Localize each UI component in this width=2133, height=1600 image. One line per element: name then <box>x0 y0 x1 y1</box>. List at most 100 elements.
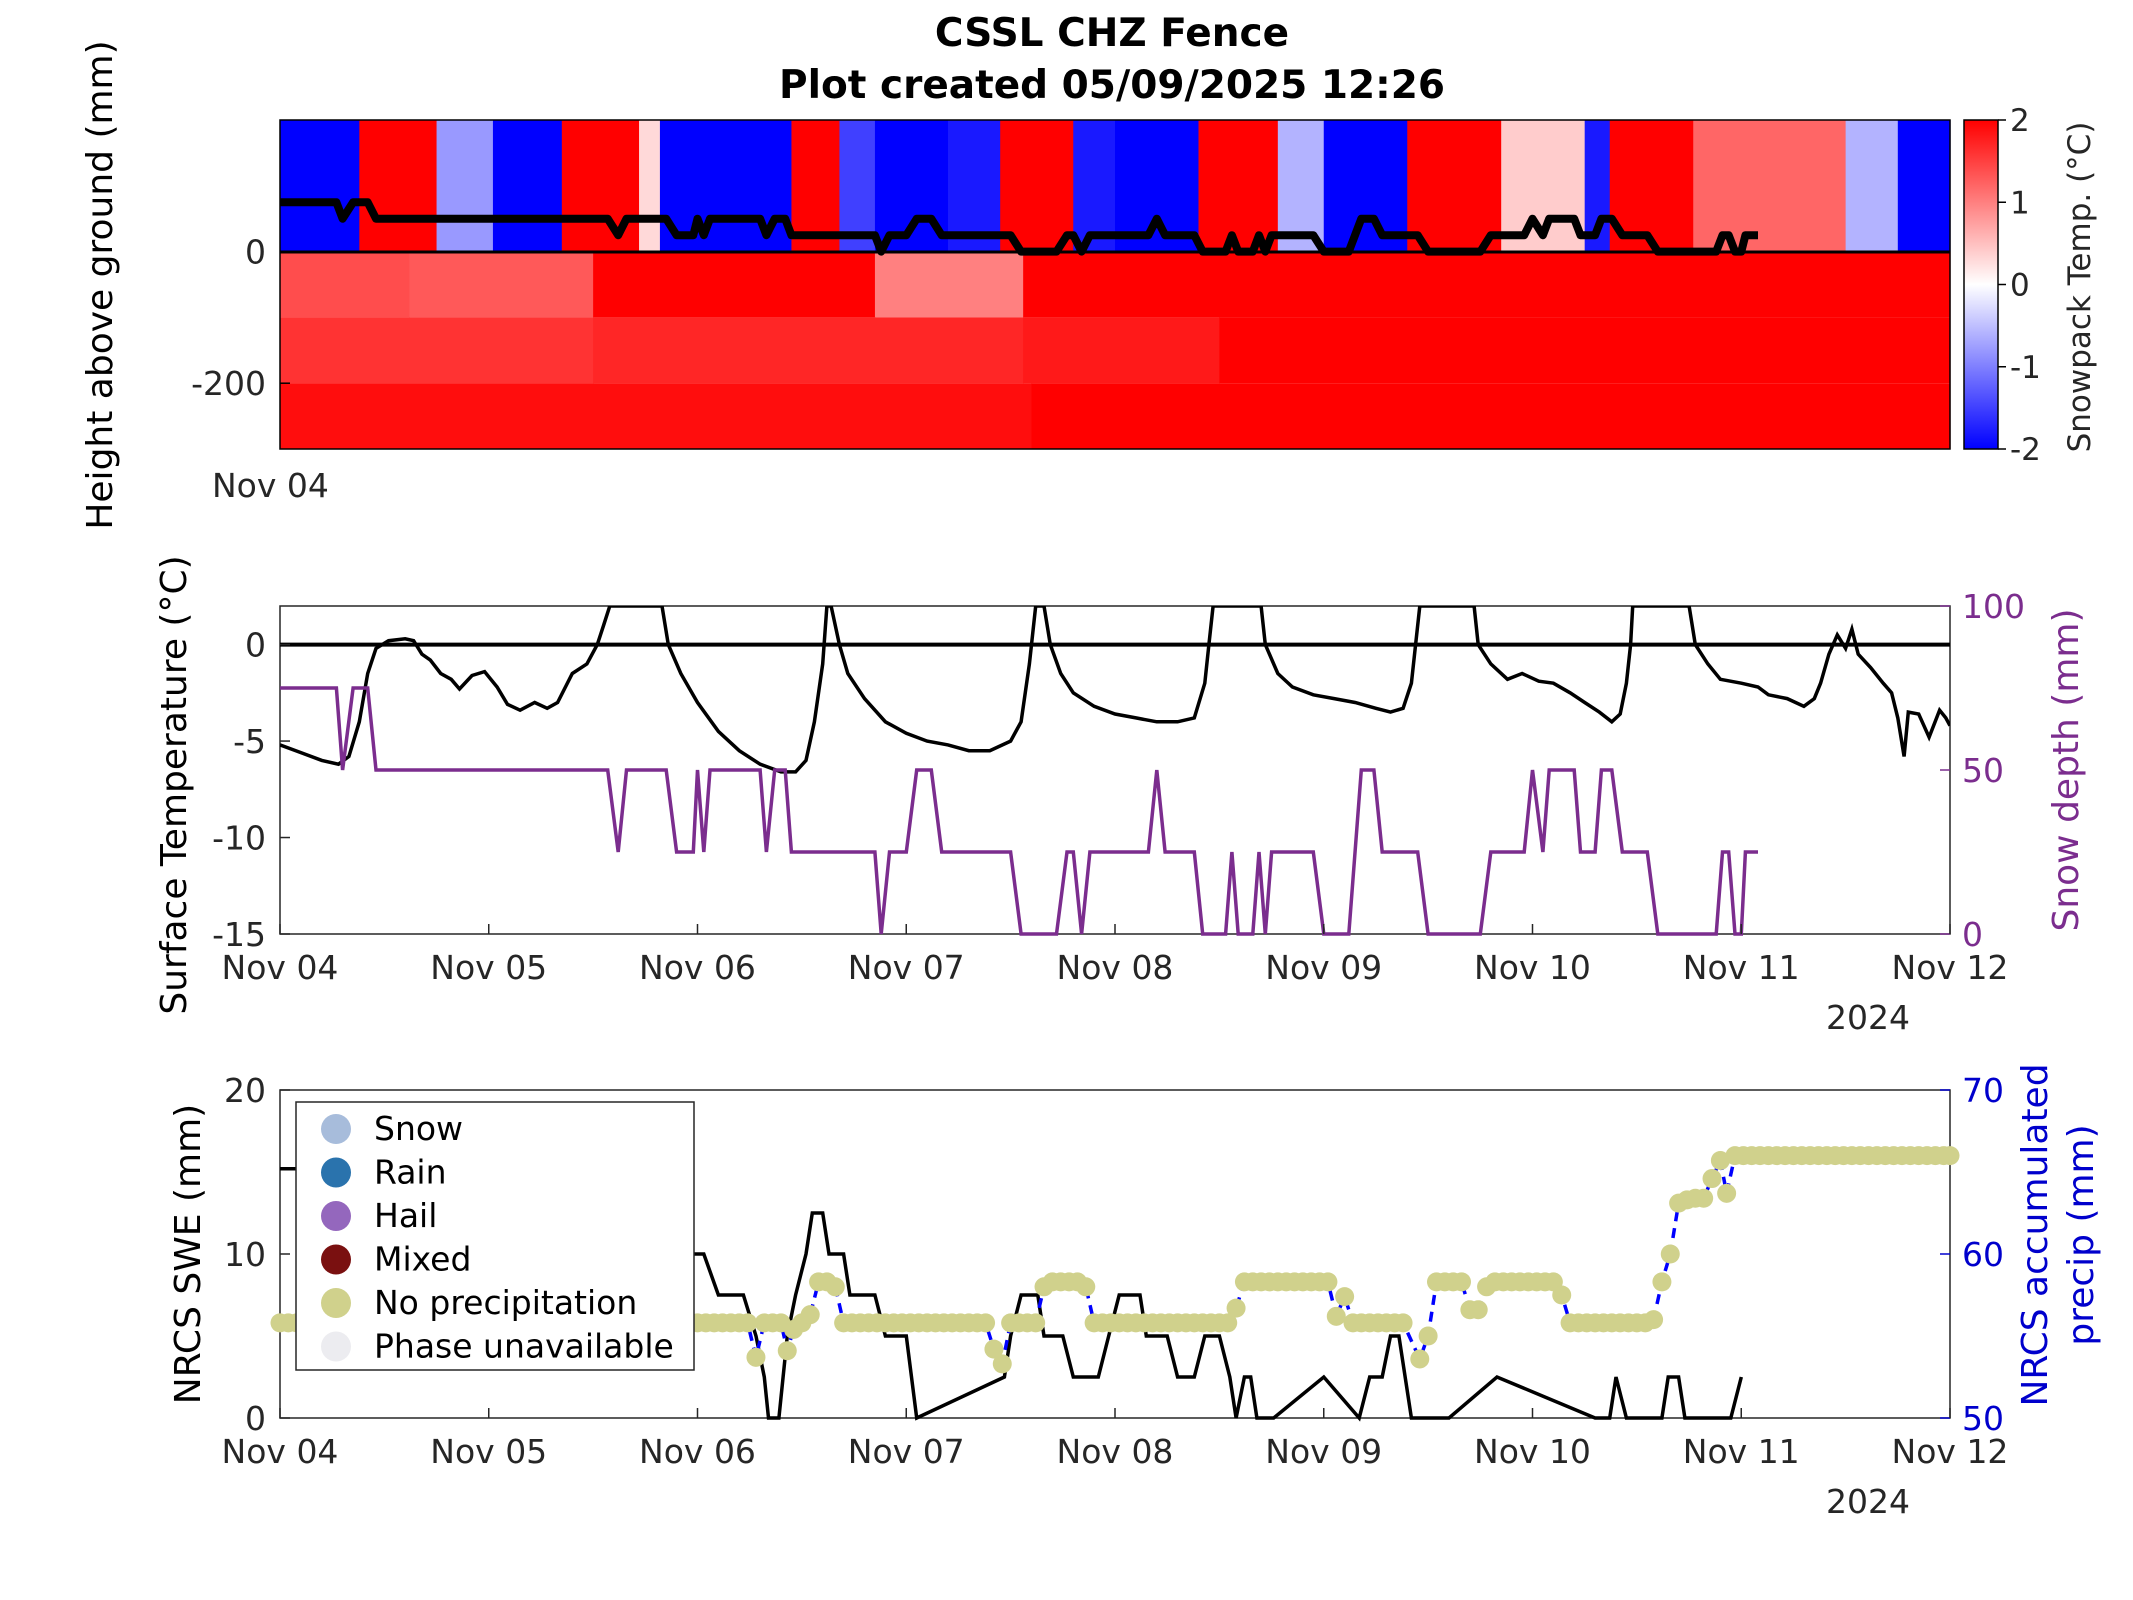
heatmap-cell-air-4 <box>561 120 640 252</box>
colorbar-tick-label: 0 <box>2010 268 2030 304</box>
precip-dot-no-precipitation <box>1410 1349 1430 1369</box>
heatmap-cell-soil-0-4 <box>1023 251 1220 318</box>
surface-xtick-label: Nov 06 <box>639 948 756 987</box>
legend-label-mixed: Mixed <box>374 1240 471 1279</box>
swe-ylabel: NRCS SWE (mm) <box>168 1104 209 1404</box>
heatmap-cell-soil-0-1 <box>409 251 594 318</box>
snow-depth-ytick-label: 50 <box>1962 751 2004 790</box>
legend-marker-no_precip <box>321 1288 351 1318</box>
precip-dot-no-precipitation <box>738 1313 758 1333</box>
heatmap-cell-soil-1-2 <box>1023 317 1220 384</box>
precip-dot-no-precipitation <box>1026 1313 1046 1333</box>
precip-dot-no-precipitation <box>825 1277 845 1297</box>
surface-xtick-label: Nov 12 <box>1892 948 2009 987</box>
heatmap-cell-air-5 <box>639 120 661 252</box>
heatmap-cell-air-15 <box>1277 120 1325 252</box>
heatmap-snow-depth-line <box>280 198 1758 256</box>
legend-marker-hail <box>321 1201 351 1231</box>
surface-x-ticks: Nov 04 Nov 05 Nov 06 Nov 07 Nov 08 Nov 09 Nov … <box>222 924 2009 987</box>
chart-title-line2: Plot created 05/09/2025 12:26 <box>779 63 1445 108</box>
colorbar-label: Snowpack Temp. (°C) <box>2062 122 2098 453</box>
legend-marker-snow <box>321 1114 351 1144</box>
precip-dot-no-precipitation <box>1710 1151 1730 1171</box>
heatmap-cell-air-20 <box>1609 120 1694 252</box>
surface-xtick-label: Nov 10 <box>1474 948 1591 987</box>
swe-ytick-label: 0 <box>245 1399 266 1438</box>
precip-dot-no-precipitation <box>746 1347 766 1367</box>
nrcs-xtick-label: Nov 12 <box>1892 1432 2009 1471</box>
heatmap-cell-air-0 <box>280 120 360 252</box>
chart-title-line1: CSSL CHZ Fence <box>935 11 1289 56</box>
precip-dot-no-precipitation <box>1694 1188 1714 1208</box>
legend-label-no_precip: No precipitation <box>374 1283 637 1322</box>
precip-dot-no-precipitation <box>1717 1183 1737 1203</box>
heatmap-cell-soil-0-5 <box>1219 251 1951 318</box>
surface-xtick-label: Nov 11 <box>1683 948 1800 987</box>
heatmap-cell-air-2 <box>436 120 494 252</box>
nrcs-xtick-label: Nov 05 <box>430 1432 547 1471</box>
precip-ytick-label: 70 <box>1962 1071 2004 1110</box>
surface-xtick-label: Nov 04 <box>222 948 339 987</box>
precip-dot-no-precipitation <box>777 1341 797 1361</box>
snow-depth-y-ticks: 100 50 0 <box>1940 587 2025 954</box>
heatmap-cell-soil-2-0 <box>280 383 1033 449</box>
heatmap-cell-air-22 <box>1845 120 1899 252</box>
heatmap-cell-air-23 <box>1897 120 1951 252</box>
precip-dot-no-precipitation <box>800 1305 820 1325</box>
heatmap-cell-air-7 <box>791 120 841 252</box>
swe-y-ticks: 20 10 0 <box>224 1071 290 1438</box>
surface-ylabel: Surface Temperature (°C) <box>154 555 195 1014</box>
precip-dot-no-precipitation <box>1644 1310 1664 1330</box>
surface-y-ticks: 0 -5 -10 -15 <box>212 626 290 954</box>
swe-line <box>280 1166 1743 1422</box>
legend-label-phase_unavailable: Phase unavailable <box>374 1327 674 1366</box>
colorbar-tick-label: -2 <box>2010 432 2041 468</box>
surface-xtick-label: Nov 09 <box>1265 948 1382 987</box>
precip-y-ticks: 70 60 50 <box>1940 1071 2004 1438</box>
legend-marker-rain <box>321 1157 351 1188</box>
precip-dot-no-precipitation <box>1326 1306 1346 1326</box>
legend-label-snow: Snow <box>374 1109 463 1148</box>
heatmap-cell-air-21 <box>1693 120 1847 252</box>
nrcs-year-label: 2024 <box>1826 1482 1910 1521</box>
legend-marker-mixed <box>321 1244 351 1275</box>
heatmap-cell-soil-0-0 <box>280 251 411 318</box>
precip-ytick-label: 60 <box>1962 1235 2004 1274</box>
legend-marker-phase_unavailable <box>321 1331 351 1362</box>
surface-ytick-label: -10 <box>212 819 266 858</box>
colorbar <box>1963 119 1999 450</box>
nrcs-xtick-label: Nov 11 <box>1683 1432 1800 1471</box>
legend-box <box>295 1101 695 1371</box>
heatmap-cell-soil-0-3 <box>874 251 1024 318</box>
colorbar-tick-label: 1 <box>2010 185 2030 221</box>
heatmap-cell-soil-1-0 <box>280 317 594 384</box>
snow-depth-line <box>280 686 1758 936</box>
legend-label-hail: Hail <box>374 1196 437 1235</box>
precip-dot-no-precipitation <box>984 1339 1004 1359</box>
heatmap-cell-air-10 <box>948 120 1001 252</box>
heatmap-cell-air-13 <box>1115 120 1200 252</box>
precip-dot-no-precipitation <box>1702 1169 1722 1189</box>
colorbar-tick-label: 2 <box>2010 103 2030 139</box>
precip-dot-no-precipitation <box>1393 1313 1413 1333</box>
precip-ylabel-line1: NRCS accumulated <box>2015 1063 2056 1406</box>
heatmap-cell-air-3 <box>492 120 563 252</box>
surface-year-label: 2024 <box>1826 998 1910 1037</box>
heatmap-cell-air-12 <box>1073 120 1116 252</box>
surface-ytick-label: -15 <box>212 915 266 954</box>
precip-dot-no-precipitation <box>1652 1272 1672 1292</box>
swe-ytick-label: 20 <box>224 1071 266 1110</box>
nrcs-x-ticks: Nov 04 Nov 05 Nov 06 Nov 07 Nov 08 Nov 09 Nov … <box>222 1408 2009 1471</box>
legend-entries: Snow Rain Hail Mixed No precipitation Phase u… <box>321 1109 674 1366</box>
heatmap-cell-soil-1-1 <box>593 317 1024 384</box>
snow-depth-ytick-label: 100 <box>1962 587 2025 626</box>
heatmap-frame <box>279 119 1951 450</box>
heatmap-cell-soil-1-3 <box>1219 317 1951 384</box>
precip-ylabel-line2: precip (mm) <box>2061 1124 2102 1345</box>
heatmap-x-start-label: Nov 04 <box>212 466 329 505</box>
precip-dot-no-precipitation <box>976 1313 996 1333</box>
surface-xtick-label: Nov 05 <box>430 948 547 987</box>
swe-ytick-label: 10 <box>224 1235 266 1274</box>
